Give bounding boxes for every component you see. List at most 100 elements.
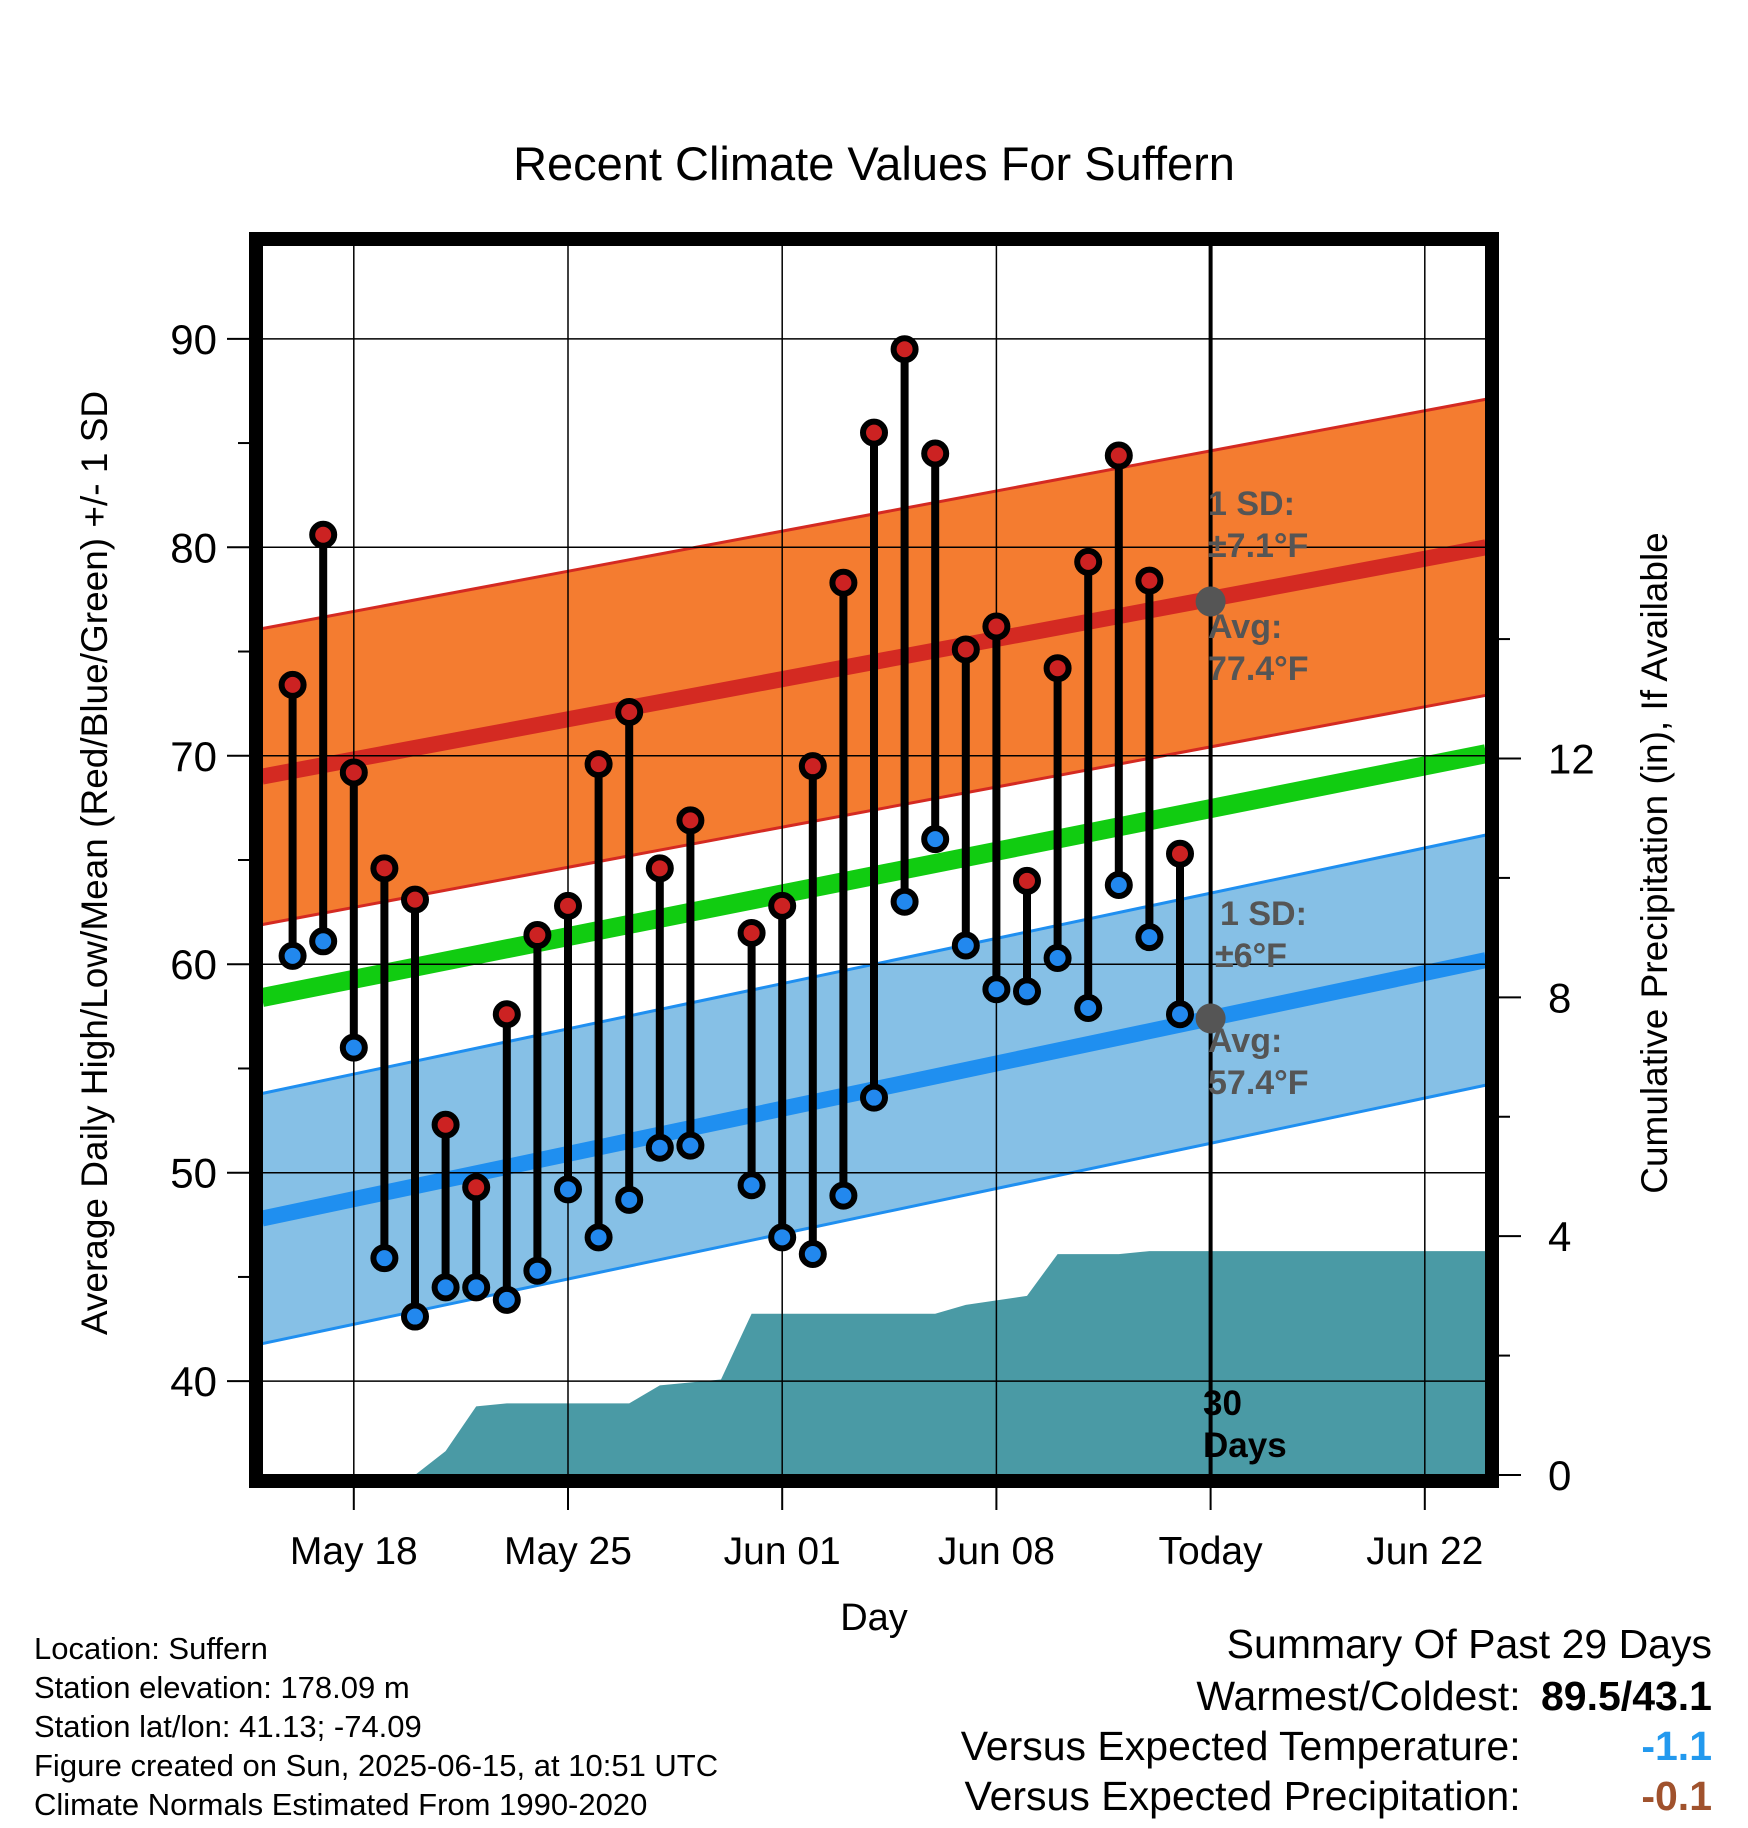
summary-precip-row: Versus Expected Precipitation: -0.1 xyxy=(965,1773,1713,1820)
high-temp-point xyxy=(1074,547,1103,576)
high-temp-point xyxy=(309,520,338,549)
plot-area: 1 SD: ±7.1°F Avg: 77.4°F 1 SD: ±6°F Avg: 57.4°F… xyxy=(170,232,1595,1573)
high-temp-point xyxy=(523,921,552,950)
high-temp-point xyxy=(645,854,674,883)
high-temp-point xyxy=(584,750,613,779)
warmest-label: Warmest/Coldest: xyxy=(1196,1673,1521,1719)
low-temp-point xyxy=(1166,1000,1194,1029)
high-sd-label: 1 SD: xyxy=(1208,485,1295,523)
low-temp-point xyxy=(676,1131,705,1160)
low-temp-point xyxy=(1135,923,1164,952)
x-tick-label: May 25 xyxy=(504,1530,632,1573)
low-band-lower-edge xyxy=(261,1083,1487,1346)
low-temp-point xyxy=(890,887,919,916)
high-temp-point xyxy=(1013,866,1041,895)
low-temp-point xyxy=(1013,977,1041,1006)
low-temp-point xyxy=(921,825,950,854)
y-tick-label: 60 xyxy=(170,941,217,988)
low-temp-point xyxy=(339,1033,368,1062)
low-avg-label: Avg: xyxy=(1208,1022,1282,1060)
y2-tick-label: 12 xyxy=(1548,735,1595,782)
y2-tick-label: 0 xyxy=(1548,1452,1571,1499)
low-sd-value: ±6°F xyxy=(1215,937,1287,975)
low-temp-point xyxy=(860,1083,888,1112)
high-temp-point xyxy=(1043,654,1072,683)
temp-value: -1.1 xyxy=(1641,1723,1712,1769)
x-tick-label: Jun 01 xyxy=(724,1530,841,1573)
low-temp-point xyxy=(462,1273,491,1302)
low-temp-point xyxy=(798,1240,827,1269)
summary-warmest-row: Warmest/Coldest: 89.5/43.1 xyxy=(1196,1673,1712,1720)
y-tick-label: 90 xyxy=(170,316,217,363)
summary-title: Summary Of Past 29 Days xyxy=(1226,1621,1712,1667)
y2-tick-label: 8 xyxy=(1548,974,1571,1021)
high-temp-point xyxy=(737,918,766,947)
high-temp-point xyxy=(1135,566,1164,595)
high-temp-point xyxy=(798,752,827,781)
y-tick-label: 40 xyxy=(170,1358,217,1405)
high-temp-point xyxy=(951,635,980,664)
location-text: Location: Suffern xyxy=(34,1631,268,1666)
low-avg-marker xyxy=(1195,1003,1226,1034)
low-temp-point xyxy=(982,975,1011,1004)
high-temp-point xyxy=(492,1000,521,1029)
x-tick-label: Today xyxy=(1159,1530,1264,1573)
low-temp-point xyxy=(737,1171,766,1200)
low-temp-point xyxy=(278,941,307,970)
precip-label: Versus Expected Precipitation: xyxy=(964,1773,1521,1819)
low-temp-point xyxy=(584,1223,613,1252)
high-temp-point xyxy=(676,806,705,835)
high-sd-value: ±7.1°F xyxy=(1208,527,1308,565)
low-temp-point xyxy=(645,1133,674,1162)
low-avg-value: 57.4°F xyxy=(1208,1064,1309,1102)
low-temp-point xyxy=(309,927,338,956)
high-temp-point xyxy=(431,1110,460,1139)
high-temp-point xyxy=(370,854,399,883)
precip-value: -0.1 xyxy=(1641,1773,1712,1819)
high-temp-point xyxy=(860,418,888,447)
low-temp-point xyxy=(492,1285,521,1314)
high-temp-point xyxy=(921,439,950,468)
high-avg-marker xyxy=(1195,586,1226,617)
low-temp-point xyxy=(523,1256,552,1285)
high-temp-point xyxy=(554,891,582,920)
high-temp-point xyxy=(982,612,1011,641)
x-tick-label: Jun 22 xyxy=(1366,1530,1483,1573)
low-sd-label: 1 SD: xyxy=(1220,895,1307,933)
low-temp-point xyxy=(1104,871,1133,900)
high-temp-point xyxy=(278,670,307,699)
high-temp-point xyxy=(462,1173,491,1202)
station-info: Location: Suffern Station elevation: 178… xyxy=(34,1629,718,1824)
y2-tick-label: 4 xyxy=(1548,1213,1571,1260)
chart-title: Recent Climate Values For Suffern xyxy=(513,137,1235,190)
x-tick-label: May 18 xyxy=(290,1530,418,1573)
high-temp-point xyxy=(1166,839,1194,868)
y2-axis-label: Cumulative Precipitation (in), If Availa… xyxy=(1634,532,1675,1194)
elevation-text: Station elevation: 178.09 m xyxy=(34,1670,410,1705)
x-axis-label: Day xyxy=(840,1597,908,1639)
x-tick-label: Jun 08 xyxy=(938,1530,1055,1573)
y-tick-label: 50 xyxy=(170,1150,217,1197)
low-temp-point xyxy=(1043,943,1072,972)
low-temp-point xyxy=(431,1273,460,1302)
high-temp-point xyxy=(615,697,644,726)
low-temp-point xyxy=(554,1175,582,1204)
low-temp-point xyxy=(951,931,980,960)
high-avg-label: Avg: xyxy=(1208,608,1282,646)
low-temp-point xyxy=(370,1244,399,1273)
high-avg-value: 77.4°F xyxy=(1208,650,1309,688)
high-temp-point xyxy=(829,568,858,597)
low-temp-point xyxy=(829,1181,858,1210)
high-temp-point xyxy=(768,891,797,920)
low-temp-point xyxy=(401,1302,429,1331)
low-temp-point xyxy=(1074,994,1103,1023)
latlon-text: Station lat/lon: 41.13; -74.09 xyxy=(34,1709,422,1744)
high-temp-point xyxy=(401,885,429,914)
y-tick-label: 80 xyxy=(170,524,217,571)
today-days-number: 30 xyxy=(1203,1384,1242,1423)
normals-text: Climate Normals Estimated From 1990-2020 xyxy=(34,1787,648,1822)
plot-frame xyxy=(249,232,1499,1488)
today-days-label: Days xyxy=(1203,1426,1287,1465)
y-axis-label: Average Daily High/Low/Mean (Red/Blue/Gr… xyxy=(74,391,115,1335)
